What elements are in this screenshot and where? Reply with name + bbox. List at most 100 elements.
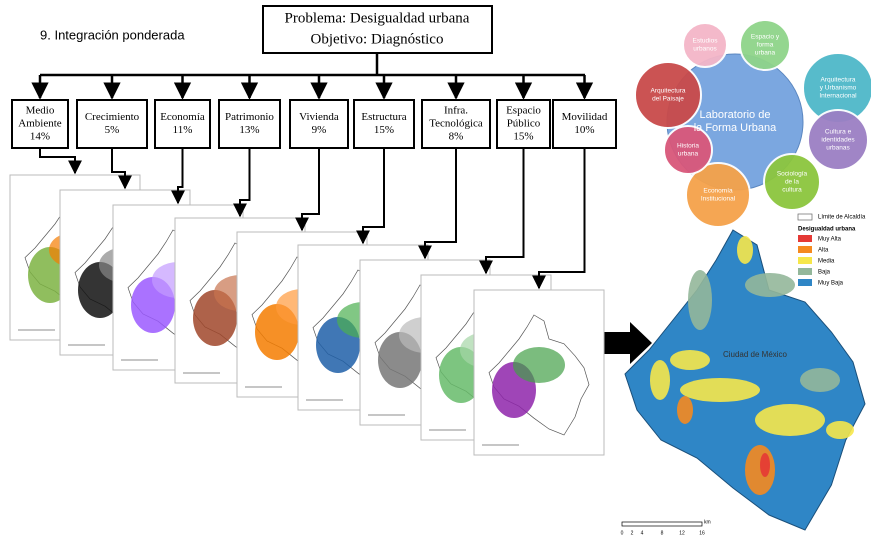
criterion-name: Público [507, 118, 541, 130]
legend-label: Baja [818, 270, 831, 276]
result-map [624, 229, 866, 531]
network-node-label: forma [757, 42, 774, 49]
network-node-label: urbanas [826, 145, 850, 152]
legend-swatch [797, 213, 813, 221]
criterion-name: Espacio [506, 105, 541, 117]
criterion-weight: 10% [574, 124, 594, 136]
legend-label: Muy Baja [818, 281, 844, 287]
criterion-box [76, 99, 148, 149]
criterion-box [11, 99, 69, 149]
map-label: Ciudad de México [723, 350, 788, 359]
criterion-name: Patrimonio [225, 111, 274, 123]
criterion-name: Estructura [361, 111, 406, 123]
arrow [532, 148, 586, 290]
map-outline [488, 314, 590, 436]
network-node-label: cultura [782, 187, 802, 194]
network-node [763, 153, 821, 211]
main-box-text: Objetivo: Diagnóstico [311, 31, 444, 47]
criterion-box [154, 99, 211, 149]
criterion-weight: 11% [173, 124, 193, 136]
criterion-weight: 9% [312, 124, 327, 136]
network-node-label: Arquitectura [650, 88, 685, 95]
legend-label: Media [818, 259, 835, 265]
scale-bar [621, 521, 703, 527]
scale-tick-label: 8 [661, 530, 664, 536]
scale-tick-label: 16 [699, 530, 705, 536]
scale-tick-label: 12 [679, 530, 685, 536]
legend-title: Desigualdad urbana [798, 227, 856, 233]
criterion-name: Vivienda [299, 111, 339, 123]
result-map-zone [650, 360, 670, 400]
main-box [262, 5, 493, 54]
result-map-zone [800, 368, 840, 392]
criterion-weight: 15% [374, 124, 394, 136]
legend-label: Límite de Alcaldía [818, 215, 866, 221]
network-node-label: urbanos [693, 46, 717, 53]
heading: 9. Integración ponderada [40, 27, 185, 42]
network-node-label: urbana [678, 151, 699, 158]
criterion-weight: 8% [449, 131, 464, 143]
scale-unit: km [704, 519, 711, 525]
criterion-box [289, 99, 349, 149]
network-node-label: Arquitectura [820, 77, 855, 84]
network-node-label: urbana [755, 50, 776, 57]
result-map-zone [677, 396, 693, 424]
network-node [634, 61, 702, 129]
criterion-box [421, 99, 491, 149]
criterion-box [218, 99, 281, 149]
network-node [807, 109, 869, 171]
legend-swatch [798, 235, 812, 242]
result-map-zone [745, 445, 775, 495]
criterion-weight: 14% [30, 131, 50, 143]
result-arrow [600, 322, 652, 364]
result-map-zone [755, 404, 825, 436]
criterion-box [496, 99, 551, 149]
criterion-name: Ambiente [18, 118, 61, 130]
arrow [295, 148, 320, 232]
legend-swatch [798, 268, 812, 275]
criterion-name: Movilidad [562, 111, 608, 123]
network-node-label: Historia [677, 143, 699, 150]
result-map-zone [760, 453, 770, 477]
criterion-name: Infra. [444, 105, 468, 117]
network-center-label: la Forma Urbana [694, 122, 777, 134]
result-map-zone [745, 273, 795, 297]
result-map-zone [688, 270, 712, 330]
result-map-zone [670, 350, 710, 370]
arrow [171, 148, 185, 205]
network-node [685, 162, 751, 228]
legend-label: Alta [818, 248, 829, 254]
network-node [739, 19, 791, 71]
result-map-zone [826, 421, 854, 439]
arrow [356, 148, 385, 245]
network-node-label: Internacional [819, 93, 857, 100]
result-map-zone [680, 378, 760, 402]
legend-swatch [798, 257, 812, 264]
network-node [682, 22, 728, 68]
network-node-label: de la [785, 179, 799, 186]
criterion-weight: 5% [105, 124, 120, 136]
criterion-name: Economía [160, 111, 205, 123]
criterion-name: Medio [26, 105, 55, 117]
network-node-label: Economía [703, 188, 733, 195]
network-node-label: del Paisaje [652, 96, 684, 103]
network-node-label: y Urbanismo [820, 85, 857, 92]
legend-swatch [798, 279, 812, 286]
arrow [418, 148, 457, 260]
arrow [111, 148, 132, 190]
legend-swatch [798, 246, 812, 253]
result-map-zone [737, 236, 753, 264]
scale-tick-label: 4 [641, 530, 644, 536]
map-layer [513, 347, 565, 383]
network-node-label: Estudios [693, 38, 719, 45]
network-node [663, 125, 713, 175]
scale-tick-label: 0 [621, 530, 624, 536]
main-box-text: Problema: Desigualdad urbana [285, 10, 470, 26]
network-node-label: Institucional [701, 196, 736, 203]
legend-label: Muy Alta [818, 237, 842, 243]
arrow [479, 148, 525, 275]
criterion-weight: 15% [513, 131, 533, 143]
criterion-name: Tecnológica [429, 118, 483, 130]
